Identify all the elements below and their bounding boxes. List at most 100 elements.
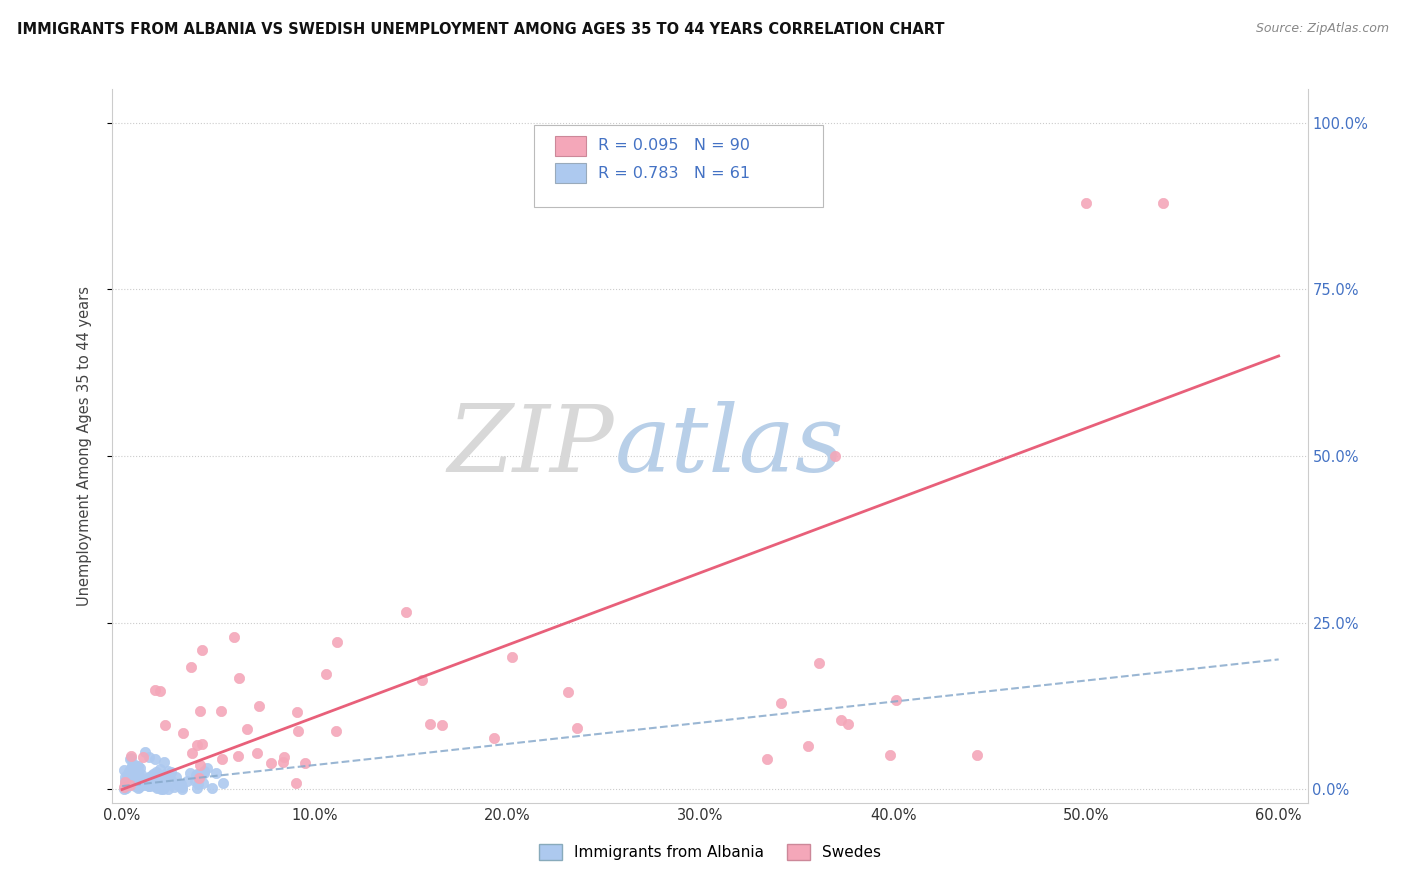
Point	[138, 750, 160, 764]
Point	[153, 779, 176, 793]
Point	[419, 716, 441, 731]
Point	[273, 755, 295, 769]
Point	[143, 769, 166, 783]
Text: R = 0.095   N = 90: R = 0.095 N = 90	[598, 138, 749, 153]
Point	[153, 771, 176, 785]
Text: IMMIGRANTS FROM ALBANIA VS SWEDISH UNEMPLOYMENT AMONG AGES 35 TO 44 YEARS CORREL: IMMIGRANTS FROM ALBANIA VS SWEDISH UNEMP…	[17, 22, 945, 37]
Point	[395, 606, 418, 620]
Text: R = 0.783   N = 61: R = 0.783 N = 61	[598, 166, 749, 180]
Point	[121, 772, 143, 787]
Point	[124, 767, 146, 781]
Point	[176, 774, 198, 789]
Point	[294, 756, 316, 771]
Point	[131, 774, 153, 789]
Point	[797, 739, 820, 753]
Point	[879, 747, 901, 762]
Point	[287, 705, 309, 719]
Point	[808, 656, 831, 670]
Point	[125, 775, 148, 789]
Point	[148, 773, 170, 788]
Point	[186, 766, 208, 780]
Point	[121, 759, 143, 773]
Point	[186, 781, 208, 796]
Point	[163, 780, 186, 794]
Point	[124, 764, 146, 778]
Point	[115, 780, 138, 795]
Point	[114, 770, 136, 784]
Point	[430, 717, 453, 731]
Point	[121, 760, 143, 774]
Point	[128, 768, 150, 782]
Point	[285, 776, 308, 790]
Point	[132, 750, 155, 764]
Point	[149, 773, 172, 788]
Point	[149, 762, 172, 776]
Point	[186, 738, 208, 752]
Point	[212, 776, 235, 790]
Point	[120, 749, 142, 764]
Point	[138, 770, 160, 784]
Point	[159, 765, 181, 780]
Point	[226, 748, 249, 763]
Point	[155, 778, 177, 792]
Point	[411, 673, 433, 687]
Point	[187, 776, 209, 790]
Text: Source: ZipAtlas.com: Source: ZipAtlas.com	[1256, 22, 1389, 36]
Point	[139, 769, 162, 783]
Point	[149, 684, 172, 698]
Point	[134, 745, 156, 759]
Point	[120, 761, 142, 775]
Point	[120, 772, 142, 787]
Point	[112, 780, 135, 794]
Point	[157, 764, 180, 779]
Y-axis label: Unemployment Among Ages 35 to 44 years: Unemployment Among Ages 35 to 44 years	[77, 286, 91, 606]
Point	[193, 764, 215, 778]
Point	[125, 766, 148, 780]
Point	[120, 751, 142, 765]
Point	[501, 649, 523, 664]
Point	[1074, 195, 1097, 210]
Point	[138, 779, 160, 793]
Point	[129, 778, 152, 792]
Point	[152, 782, 174, 797]
Point	[236, 723, 259, 737]
Point	[180, 746, 202, 760]
Point	[222, 630, 245, 644]
Point	[152, 768, 174, 782]
Point	[830, 713, 852, 727]
Text: ZIP: ZIP	[447, 401, 614, 491]
Point	[179, 765, 201, 780]
Point	[837, 717, 859, 731]
Point	[148, 780, 170, 794]
Point	[557, 685, 579, 699]
Point	[156, 782, 179, 797]
Point	[112, 782, 135, 797]
Point	[142, 766, 165, 780]
Point	[112, 763, 135, 777]
Point	[120, 778, 142, 792]
Point	[273, 750, 295, 764]
Point	[143, 682, 166, 697]
Point	[169, 776, 191, 790]
Point	[287, 724, 309, 739]
Point	[118, 764, 141, 779]
Point	[124, 758, 146, 772]
Point	[755, 751, 778, 765]
Point	[172, 782, 194, 797]
Point	[124, 779, 146, 793]
Point	[191, 643, 214, 657]
Point	[247, 699, 270, 714]
Point	[326, 634, 349, 648]
Point	[204, 765, 226, 780]
Point	[184, 768, 207, 782]
Point	[190, 757, 212, 772]
Point	[145, 764, 167, 779]
Point	[131, 776, 153, 790]
Point	[135, 772, 157, 787]
Point	[191, 737, 214, 751]
Point	[159, 773, 181, 788]
Point	[114, 775, 136, 789]
Point	[482, 731, 505, 746]
Point	[1152, 195, 1174, 210]
Point	[172, 725, 194, 739]
